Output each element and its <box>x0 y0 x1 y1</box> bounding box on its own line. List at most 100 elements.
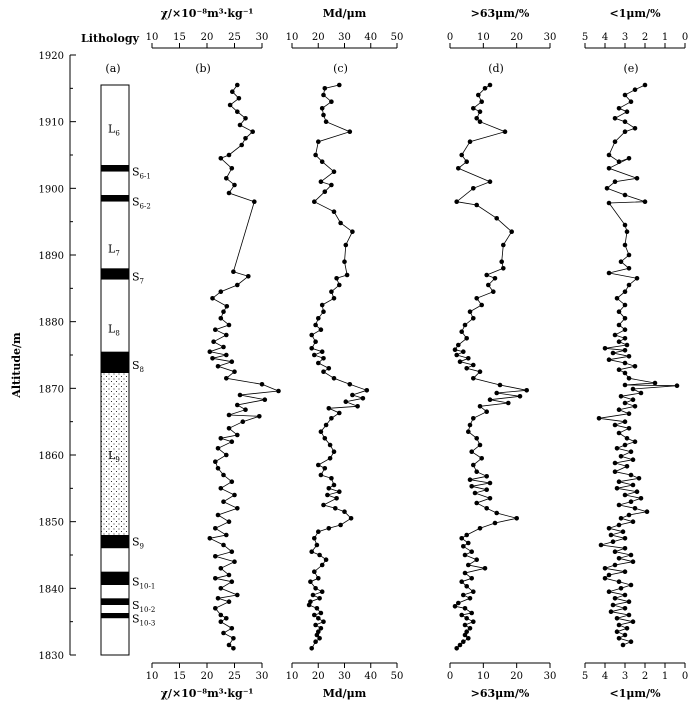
data-point <box>598 542 604 548</box>
data-point <box>472 490 478 496</box>
data-point <box>466 562 471 568</box>
data-point <box>461 544 466 549</box>
data-point <box>634 489 640 495</box>
data-point <box>243 136 248 141</box>
data-point <box>624 229 630 234</box>
data-point <box>618 586 624 591</box>
data-point <box>312 612 317 618</box>
data-point <box>622 242 628 248</box>
data-point <box>323 119 329 124</box>
data-point <box>250 129 255 134</box>
data-point <box>616 522 622 528</box>
data-point <box>459 579 465 584</box>
y-tick-label: 1850 <box>39 518 64 529</box>
data-point <box>257 414 262 419</box>
data-point <box>221 472 226 478</box>
data-point <box>312 199 317 204</box>
data-point <box>462 570 468 576</box>
x-tick-label: 50 <box>391 671 404 682</box>
data-point <box>326 526 332 531</box>
data-point <box>321 309 326 315</box>
x-tick-label: 0 <box>447 32 453 43</box>
data-point <box>235 402 240 408</box>
data-point <box>309 346 315 351</box>
data-point <box>454 352 460 358</box>
data-point <box>312 536 317 541</box>
data-point <box>231 636 236 641</box>
data-point <box>494 510 500 516</box>
lithology-unit-subscript: 6-2 <box>140 203 151 211</box>
data-point <box>616 367 622 373</box>
x-tick-label: 1 <box>662 32 668 43</box>
data-point <box>628 472 634 478</box>
data-point <box>620 642 626 648</box>
data-point <box>628 99 634 104</box>
data-point <box>454 199 460 204</box>
data-point <box>218 586 224 591</box>
x-tick-label: 20 <box>201 32 214 43</box>
data-point <box>608 532 614 538</box>
data-point <box>462 552 468 558</box>
data-point <box>614 629 620 634</box>
data-point <box>319 159 325 164</box>
data-point <box>622 92 628 98</box>
panel-label: (d) <box>488 62 504 75</box>
data-point <box>464 616 470 621</box>
data-point <box>612 332 618 338</box>
data-point <box>237 392 243 398</box>
lithology-unit-sand <box>101 373 129 535</box>
data-point <box>614 446 620 451</box>
x-tick-label: 30 <box>338 32 351 43</box>
data-point <box>477 109 483 114</box>
data-point <box>215 364 221 369</box>
data-point <box>215 466 221 471</box>
data-point <box>622 606 628 611</box>
data-point <box>337 282 342 288</box>
data-point <box>612 116 618 121</box>
data-point <box>482 86 488 91</box>
data-point <box>626 282 632 288</box>
data-point <box>246 274 251 279</box>
data-point <box>236 96 242 101</box>
data-point <box>213 526 218 531</box>
data-point <box>322 436 328 441</box>
data-point <box>316 360 321 366</box>
data-point <box>313 586 318 591</box>
x-tick-label: 0 <box>682 32 688 43</box>
data-point <box>469 449 475 455</box>
data-point <box>626 252 632 258</box>
panel-2: 10 20 30 40 50 10 20 30 40 50 Md/μm Md/μm (c) <box>286 7 404 700</box>
data-point <box>628 499 634 505</box>
lithology-frame <box>100 84 130 656</box>
data-point <box>467 422 473 428</box>
lithology-unit-paleosol <box>101 195 129 202</box>
x-axis-title-top: <1μm/% <box>609 7 661 20</box>
data-point <box>618 516 624 521</box>
data-point <box>474 500 480 506</box>
data-point <box>310 592 316 598</box>
data-point <box>232 559 237 564</box>
data-point <box>624 342 630 348</box>
x-axis-title-top: χ/×10⁻⁸m³·kg⁻¹ <box>161 7 254 20</box>
data-point <box>624 436 630 441</box>
lithology-unit-loess <box>101 279 129 352</box>
data-point <box>232 369 237 375</box>
data-point <box>474 557 480 562</box>
data-point <box>471 376 476 381</box>
data-point <box>486 282 491 288</box>
y-tick-label: 1860 <box>39 451 64 462</box>
data-point <box>622 289 628 295</box>
lithology-unit-subscript: 9 <box>140 543 144 551</box>
data-point <box>622 192 628 198</box>
data-point <box>626 266 632 271</box>
data-point <box>319 562 325 568</box>
x-tick-label: 40 <box>364 32 377 43</box>
lithology-unit-loess <box>101 618 129 655</box>
data-point <box>606 200 612 206</box>
x-tick-label: 30 <box>544 32 557 43</box>
data-point <box>456 342 461 348</box>
data-point <box>226 519 232 524</box>
data-point <box>462 622 468 628</box>
data-point <box>622 316 628 321</box>
data-point <box>316 576 321 581</box>
